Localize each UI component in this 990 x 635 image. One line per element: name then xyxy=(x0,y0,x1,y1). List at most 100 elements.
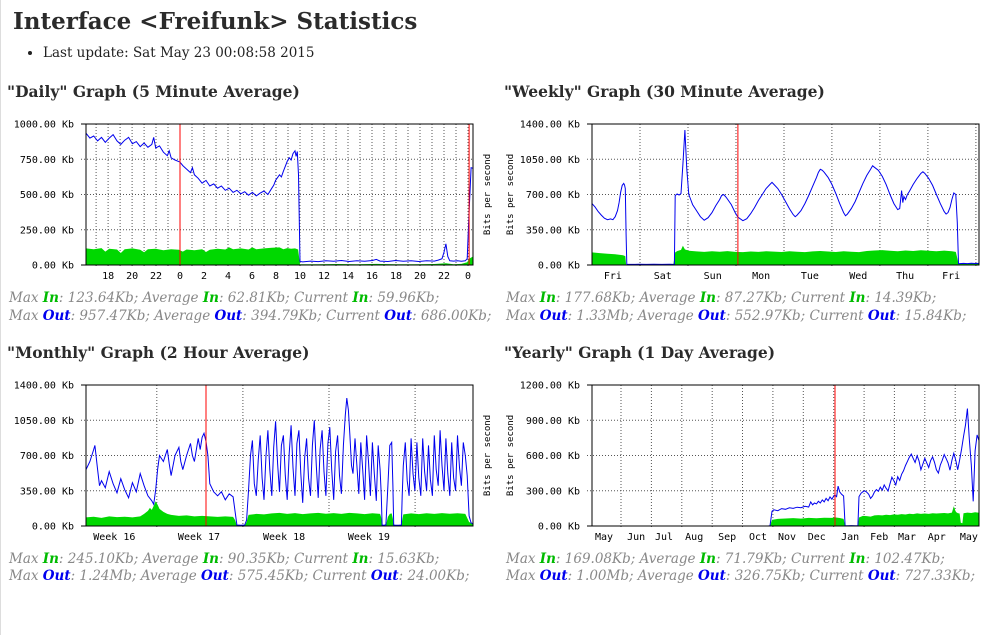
out-label: Out xyxy=(214,307,243,324)
graph-section-daily: "Daily" Graph (5 Minute Average) 1000.00… xyxy=(7,65,504,326)
in-label: In xyxy=(699,290,716,306)
out-line-series xyxy=(85,132,474,263)
x-tick-label: Jul xyxy=(655,532,673,543)
graph-section-weekly: "Weekly" Graph (30 Minute Average) 1400.… xyxy=(504,65,990,326)
x-tick-label: 0 xyxy=(177,271,183,282)
daily-graph-title: "Daily" Graph (5 Minute Average) xyxy=(7,82,300,101)
y-axis-title: Bits per second xyxy=(506,414,516,495)
in-area-series xyxy=(86,500,473,526)
in-label: In xyxy=(42,290,59,306)
in-label: In xyxy=(202,550,219,567)
out-line-series xyxy=(592,408,980,527)
y-tick-label: 1400.00 Kb xyxy=(520,120,580,131)
monthly-stats-text: Max In: 245.10Kb; Average In: 90.35Kb; C… xyxy=(9,551,504,587)
out-label: Out xyxy=(201,568,229,585)
y-tick-label: 0.00 Kb xyxy=(32,261,74,272)
plot-border xyxy=(591,384,980,527)
graph-section-monthly: "Monthly" Graph (2 Hour Average) 1400.00… xyxy=(7,326,504,587)
x-tick-label: 16 xyxy=(366,271,378,282)
y-tick-label: 300.00 Kb xyxy=(526,486,580,497)
out-line-series xyxy=(85,397,474,526)
out-label: Out xyxy=(42,307,71,324)
out-label: Out xyxy=(698,307,726,324)
x-tick-label: Apr xyxy=(928,532,946,543)
y-tick-label: 250.00 Kb xyxy=(20,225,74,236)
y-tick-label: 1000.00 Kb xyxy=(14,120,74,131)
out-label: Out xyxy=(698,568,726,585)
out-label: Out xyxy=(539,568,568,585)
x-tick-label: Jun xyxy=(627,532,645,543)
x-tick-label: May xyxy=(960,532,978,543)
x-tick-label: Fri xyxy=(942,271,960,282)
x-tick-label: Week 19 xyxy=(348,532,390,543)
in-label: In xyxy=(539,550,556,567)
x-tick-label: 20 xyxy=(126,271,138,282)
out-label: Out xyxy=(42,568,71,585)
out-label: Out xyxy=(867,307,896,324)
page-title: Interface <Freifunk> Statistics xyxy=(13,8,418,35)
x-tick-label: Oct xyxy=(749,532,767,543)
plot-border xyxy=(85,123,474,266)
y-tick-label: 350.00 Kb xyxy=(526,225,580,236)
weekly-stats-text: Max In: 177.68Kb; Average In: 87.27Kb; C… xyxy=(506,290,990,326)
in-label: In xyxy=(849,550,866,567)
x-tick-label: Sat xyxy=(654,271,672,282)
yearly-graph-image: 1200.00 Kb 900.00 Kb 600.00 Kb 300.00 Kb 0.0… xyxy=(506,380,980,543)
out-stats-row: Max Out: 1.24Mb; Average Out: 575.45Kb; … xyxy=(9,568,470,585)
x-tick-label: Feb xyxy=(870,532,888,543)
x-tick-label: 22 xyxy=(150,271,162,282)
out-label: Out xyxy=(539,307,568,324)
monthly-graph-image: 1400.00 Kb 1050.00 Kb 700.00 Kb 350.00 Kb 0.… xyxy=(14,380,493,543)
x-tick-label: 14 xyxy=(342,271,354,282)
in-label: In xyxy=(699,550,716,567)
x-tick-label: Thu xyxy=(896,271,914,282)
last-update-text: Last update: Sat May 23 00:08:58 2015 xyxy=(43,45,990,61)
y-tick-label: 600.00 Kb xyxy=(526,451,580,462)
meta-list: Last update: Sat May 23 00:08:58 2015 xyxy=(33,45,990,61)
y-tick-label: 0.00 Kb xyxy=(538,261,580,272)
in-label: In xyxy=(849,290,866,306)
x-tick-label: May xyxy=(595,532,613,543)
in-area-series xyxy=(592,245,979,265)
x-tick-label: Dec xyxy=(808,532,826,543)
x-tick-label: Fri xyxy=(604,271,622,282)
x-tick-label: Aug xyxy=(685,532,703,543)
y-tick-label: 750.00 Kb xyxy=(20,155,74,166)
out-label: Out xyxy=(384,307,413,324)
x-tick-label: Week 16 xyxy=(93,532,135,543)
in-area-series xyxy=(86,247,473,265)
y-tick-label: 0.00 Kb xyxy=(538,521,580,532)
y-tick-label: 350.00 Kb xyxy=(20,486,74,497)
daily-stats-text: Max In: 123.64Kb; Average In: 62.81Kb; C… xyxy=(9,290,504,326)
x-tick-label: 18 xyxy=(102,271,114,282)
yearly-stats-text: Max In: 169.08Kb; Average In: 71.79Kb; C… xyxy=(506,551,990,587)
x-tick-label: 4 xyxy=(225,271,231,282)
y-tick-label: 1050.00 Kb xyxy=(14,415,74,426)
x-tick-label: Wed xyxy=(849,271,867,282)
x-tick-label: Sun xyxy=(704,271,722,282)
y-tick-label: 700.00 Kb xyxy=(20,451,74,462)
in-label: In xyxy=(539,290,556,306)
x-tick-label: 8 xyxy=(273,271,279,282)
out-stats-row: Max Out: 1.00Mb; Average Out: 326.75Kb; … xyxy=(506,568,976,585)
y-tick-label: 1400.00 Kb xyxy=(14,380,74,391)
x-tick-label: 0 xyxy=(465,271,471,282)
y-axis-title: Bits per second xyxy=(483,154,493,235)
weekly-graph-image: 1400.00 Kb 1050.00 Kb 700.00 Kb 350.00 Kb 0.… xyxy=(506,120,980,282)
plot-border xyxy=(591,123,980,266)
out-stats-row: Max Out: 1.33Mb; Average Out: 552.97Kb; … xyxy=(506,307,967,324)
in-area-series xyxy=(592,505,979,526)
in-stats-row: Max In: 245.10Kb; Average In: 90.35Kb; C… xyxy=(9,550,440,567)
yearly-graph-title: "Yearly" Graph (1 Day Average) xyxy=(504,342,776,362)
x-tick-label: Mon xyxy=(752,271,770,282)
in-label: In xyxy=(352,290,369,306)
out-label: Out xyxy=(370,568,399,585)
y-axis-title: Bits per second xyxy=(483,414,493,495)
daily-graph-image: 1000.00 Kb 750.00 Kb 500.00 Kb 250.00 Kb 0.0… xyxy=(14,120,493,283)
x-tick-label: 18 xyxy=(390,271,402,282)
y-tick-label: 0.00 Kb xyxy=(32,521,74,532)
x-tick-label: Week 18 xyxy=(263,532,305,543)
y-tick-label: 1200.00 Kb xyxy=(520,380,580,391)
y-axis-title: Bits per second xyxy=(506,154,516,235)
